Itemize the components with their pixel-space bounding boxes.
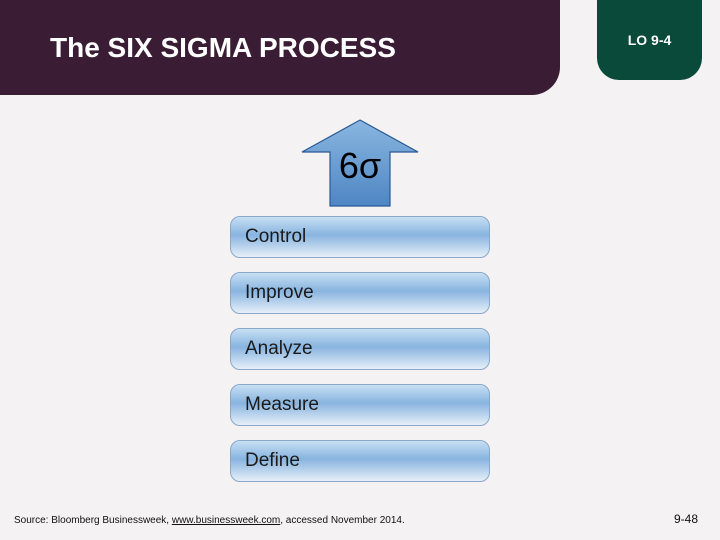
step-analyze: Analyze: [230, 328, 490, 370]
step-define: Define: [230, 440, 490, 482]
step-measure: Measure: [230, 384, 490, 426]
source-link[interactable]: www.businessweek.com: [172, 515, 280, 526]
slide-title: The SIX SIGMA PROCESS: [50, 32, 396, 64]
slide: The SIX SIGMA PROCESS LO 9-4 6σ Control …: [0, 0, 720, 540]
step-label: Analyze: [245, 338, 313, 360]
step-label: Control: [245, 226, 306, 248]
process-steps: Control Improve Analyze Measure Define: [230, 216, 490, 482]
source-prefix: Source: Bloomberg Businessweek,: [14, 515, 172, 526]
step-label: Improve: [245, 282, 314, 304]
lo-badge-text: LO 9-4: [628, 32, 672, 48]
six-sigma-symbol: 6σ: [339, 145, 381, 187]
header-bar: The SIX SIGMA PROCESS: [0, 0, 560, 95]
source-citation: Source: Bloomberg Businessweek, www.busi…: [14, 515, 405, 526]
step-label: Measure: [245, 394, 319, 416]
lo-badge: LO 9-4: [597, 0, 702, 80]
source-suffix: , accessed November 2014.: [280, 515, 405, 526]
step-label: Define: [245, 450, 300, 472]
page-number: 9-48: [674, 512, 698, 526]
step-improve: Improve: [230, 272, 490, 314]
step-control: Control: [230, 216, 490, 258]
